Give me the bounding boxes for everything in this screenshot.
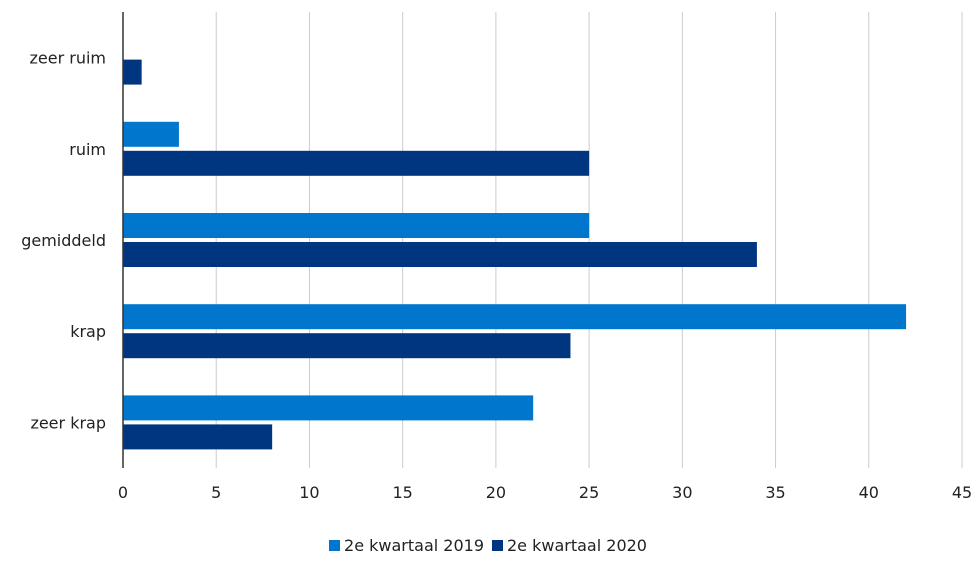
x-tick-label: 15 — [392, 483, 412, 502]
legend-item: 2e kwartaal 2019 — [329, 536, 484, 555]
bar — [123, 333, 571, 359]
category-label: zeer ruim — [30, 49, 107, 68]
x-tick-label: 25 — [579, 483, 599, 502]
x-tick-labels: 0 5 10 15 20 25 30 35 40 45 — [118, 483, 972, 502]
legend-swatch — [329, 540, 341, 551]
bars — [123, 59, 907, 450]
bar — [123, 150, 590, 176]
legend: 2e kwartaal 2019 2e kwartaal 2020 — [0, 536, 976, 555]
bar — [123, 424, 273, 450]
gridlines — [215, 12, 963, 468]
category-label: zeer krap — [30, 413, 106, 432]
x-tick-label: 10 — [299, 483, 319, 502]
legend-item: 2e kwartaal 2020 — [492, 536, 647, 555]
bar — [123, 213, 590, 238]
x-tick-label: 0 — [118, 483, 128, 502]
legend-label: 2e kwartaal 2020 — [507, 536, 647, 555]
category-labels: zeer ruim ruim gemiddeld krap zeer krap — [21, 49, 106, 433]
category-label: ruim — [69, 140, 106, 159]
bar-chart: zeer ruim ruim gemiddeld krap zeer krap 0 5 10… — [21, 12, 972, 502]
bar — [123, 59, 142, 85]
bar — [123, 395, 534, 421]
bar — [123, 304, 907, 330]
bar — [123, 242, 757, 267]
x-tick-label: 40 — [859, 483, 879, 502]
category-label: gemiddeld — [21, 231, 106, 250]
x-tick-label: 45 — [952, 483, 972, 502]
bar — [123, 121, 179, 147]
x-tick-label: 35 — [765, 483, 785, 502]
x-tick-label: 30 — [672, 483, 692, 502]
legend-label: 2e kwartaal 2019 — [344, 536, 484, 555]
legend-swatch — [492, 540, 503, 551]
category-label: krap — [70, 322, 106, 341]
x-tick-label: 5 — [211, 483, 221, 502]
x-tick-label: 20 — [486, 483, 506, 502]
